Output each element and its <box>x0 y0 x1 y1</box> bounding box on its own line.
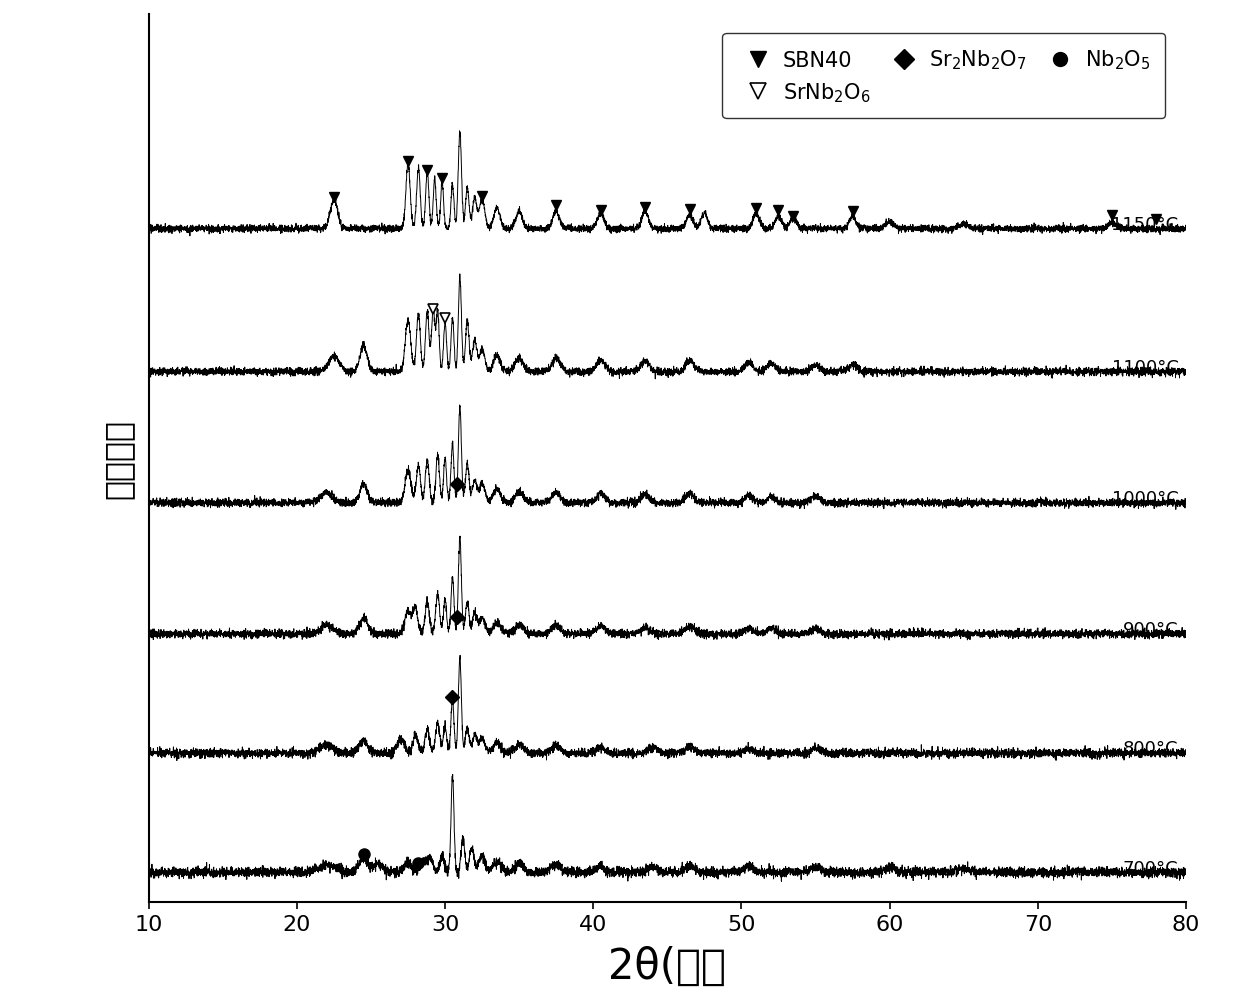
Text: 800°C: 800°C <box>1123 739 1178 758</box>
Text: 1100°C: 1100°C <box>1112 359 1178 377</box>
Text: 700°C: 700°C <box>1123 859 1178 877</box>
Y-axis label: 相对强度: 相对强度 <box>102 419 135 499</box>
Text: 1000°C: 1000°C <box>1112 490 1178 507</box>
Text: 1150°C: 1150°C <box>1111 215 1178 233</box>
Text: 900°C: 900°C <box>1123 620 1178 638</box>
Legend: SBN40, SrNb$_2$O$_6$, Sr$_2$Nb$_2$O$_7$, Nb$_2$O$_5$: SBN40, SrNb$_2$O$_6$, Sr$_2$Nb$_2$O$_7$,… <box>723 34 1166 119</box>
X-axis label: 2θ(度）: 2θ(度） <box>609 945 727 987</box>
